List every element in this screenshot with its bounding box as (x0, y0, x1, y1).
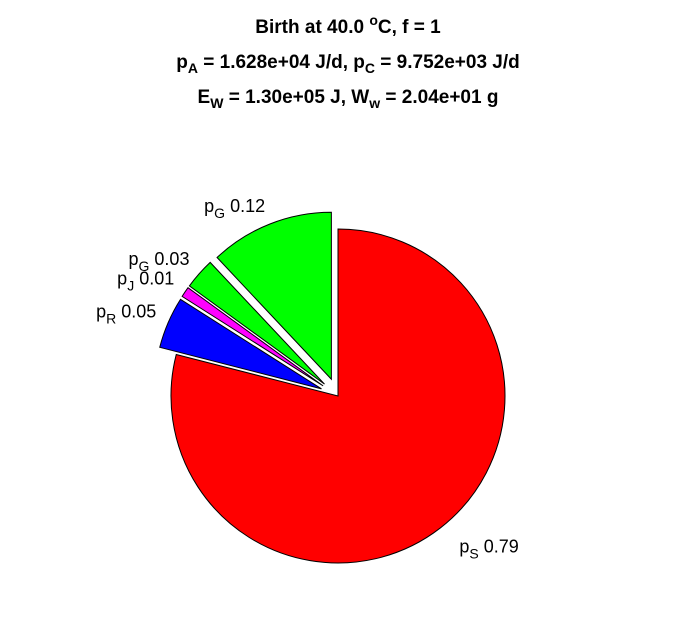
title-line-1: Birth at 40.0 oC, f = 1 (0, 10, 696, 45)
pie-slice-pg-3 (188, 261, 325, 385)
pa-value: = 1.628e+04 J/d, (197, 52, 354, 73)
pa-symbol: p (176, 52, 188, 73)
chart-title: Birth at 40.0 oC, f = 1 pA = 1.628e+04 J… (0, 10, 696, 115)
slice-label-2: pJ 0.01 (117, 269, 174, 294)
ww-symbol: W (351, 87, 370, 108)
pa-subscript: A (187, 60, 198, 76)
title-text: C, f = 1 (377, 17, 441, 38)
pie-slice-pg-4 (216, 211, 332, 381)
title-text: Birth at 40.0 (255, 17, 370, 38)
ew-symbol: E (197, 87, 211, 108)
slice-label-4: pG 0.12 (204, 196, 265, 221)
title-line-3: EW = 1.30e+05 J, Ww = 2.04e+01 g (0, 80, 696, 115)
slice-label-0: pS 0.79 (459, 536, 518, 561)
pc-symbol: p (353, 52, 365, 73)
pc-subscript: C (364, 60, 376, 76)
pc-value: = 9.752e+03 J/d (375, 52, 520, 73)
pie-slice-pr-1 (159, 298, 322, 390)
pie-slice-ps-0 (170, 228, 506, 564)
title-line-2: pA = 1.628e+04 J/d, pC = 9.752e+03 J/d (0, 45, 696, 80)
degree-symbol: o (369, 12, 378, 28)
slice-label-1: pR 0.05 (96, 301, 156, 326)
ww-subscript: w (369, 95, 381, 111)
pie-slices (159, 211, 506, 564)
ww-value: = 2.04e+01 g (380, 87, 499, 108)
slice-label-3: pG 0.03 (129, 249, 190, 274)
ew-subscript: W (210, 95, 224, 111)
ew-value: = 1.30e+05 J, (223, 87, 352, 108)
pie-slice-pj-2 (181, 287, 324, 387)
